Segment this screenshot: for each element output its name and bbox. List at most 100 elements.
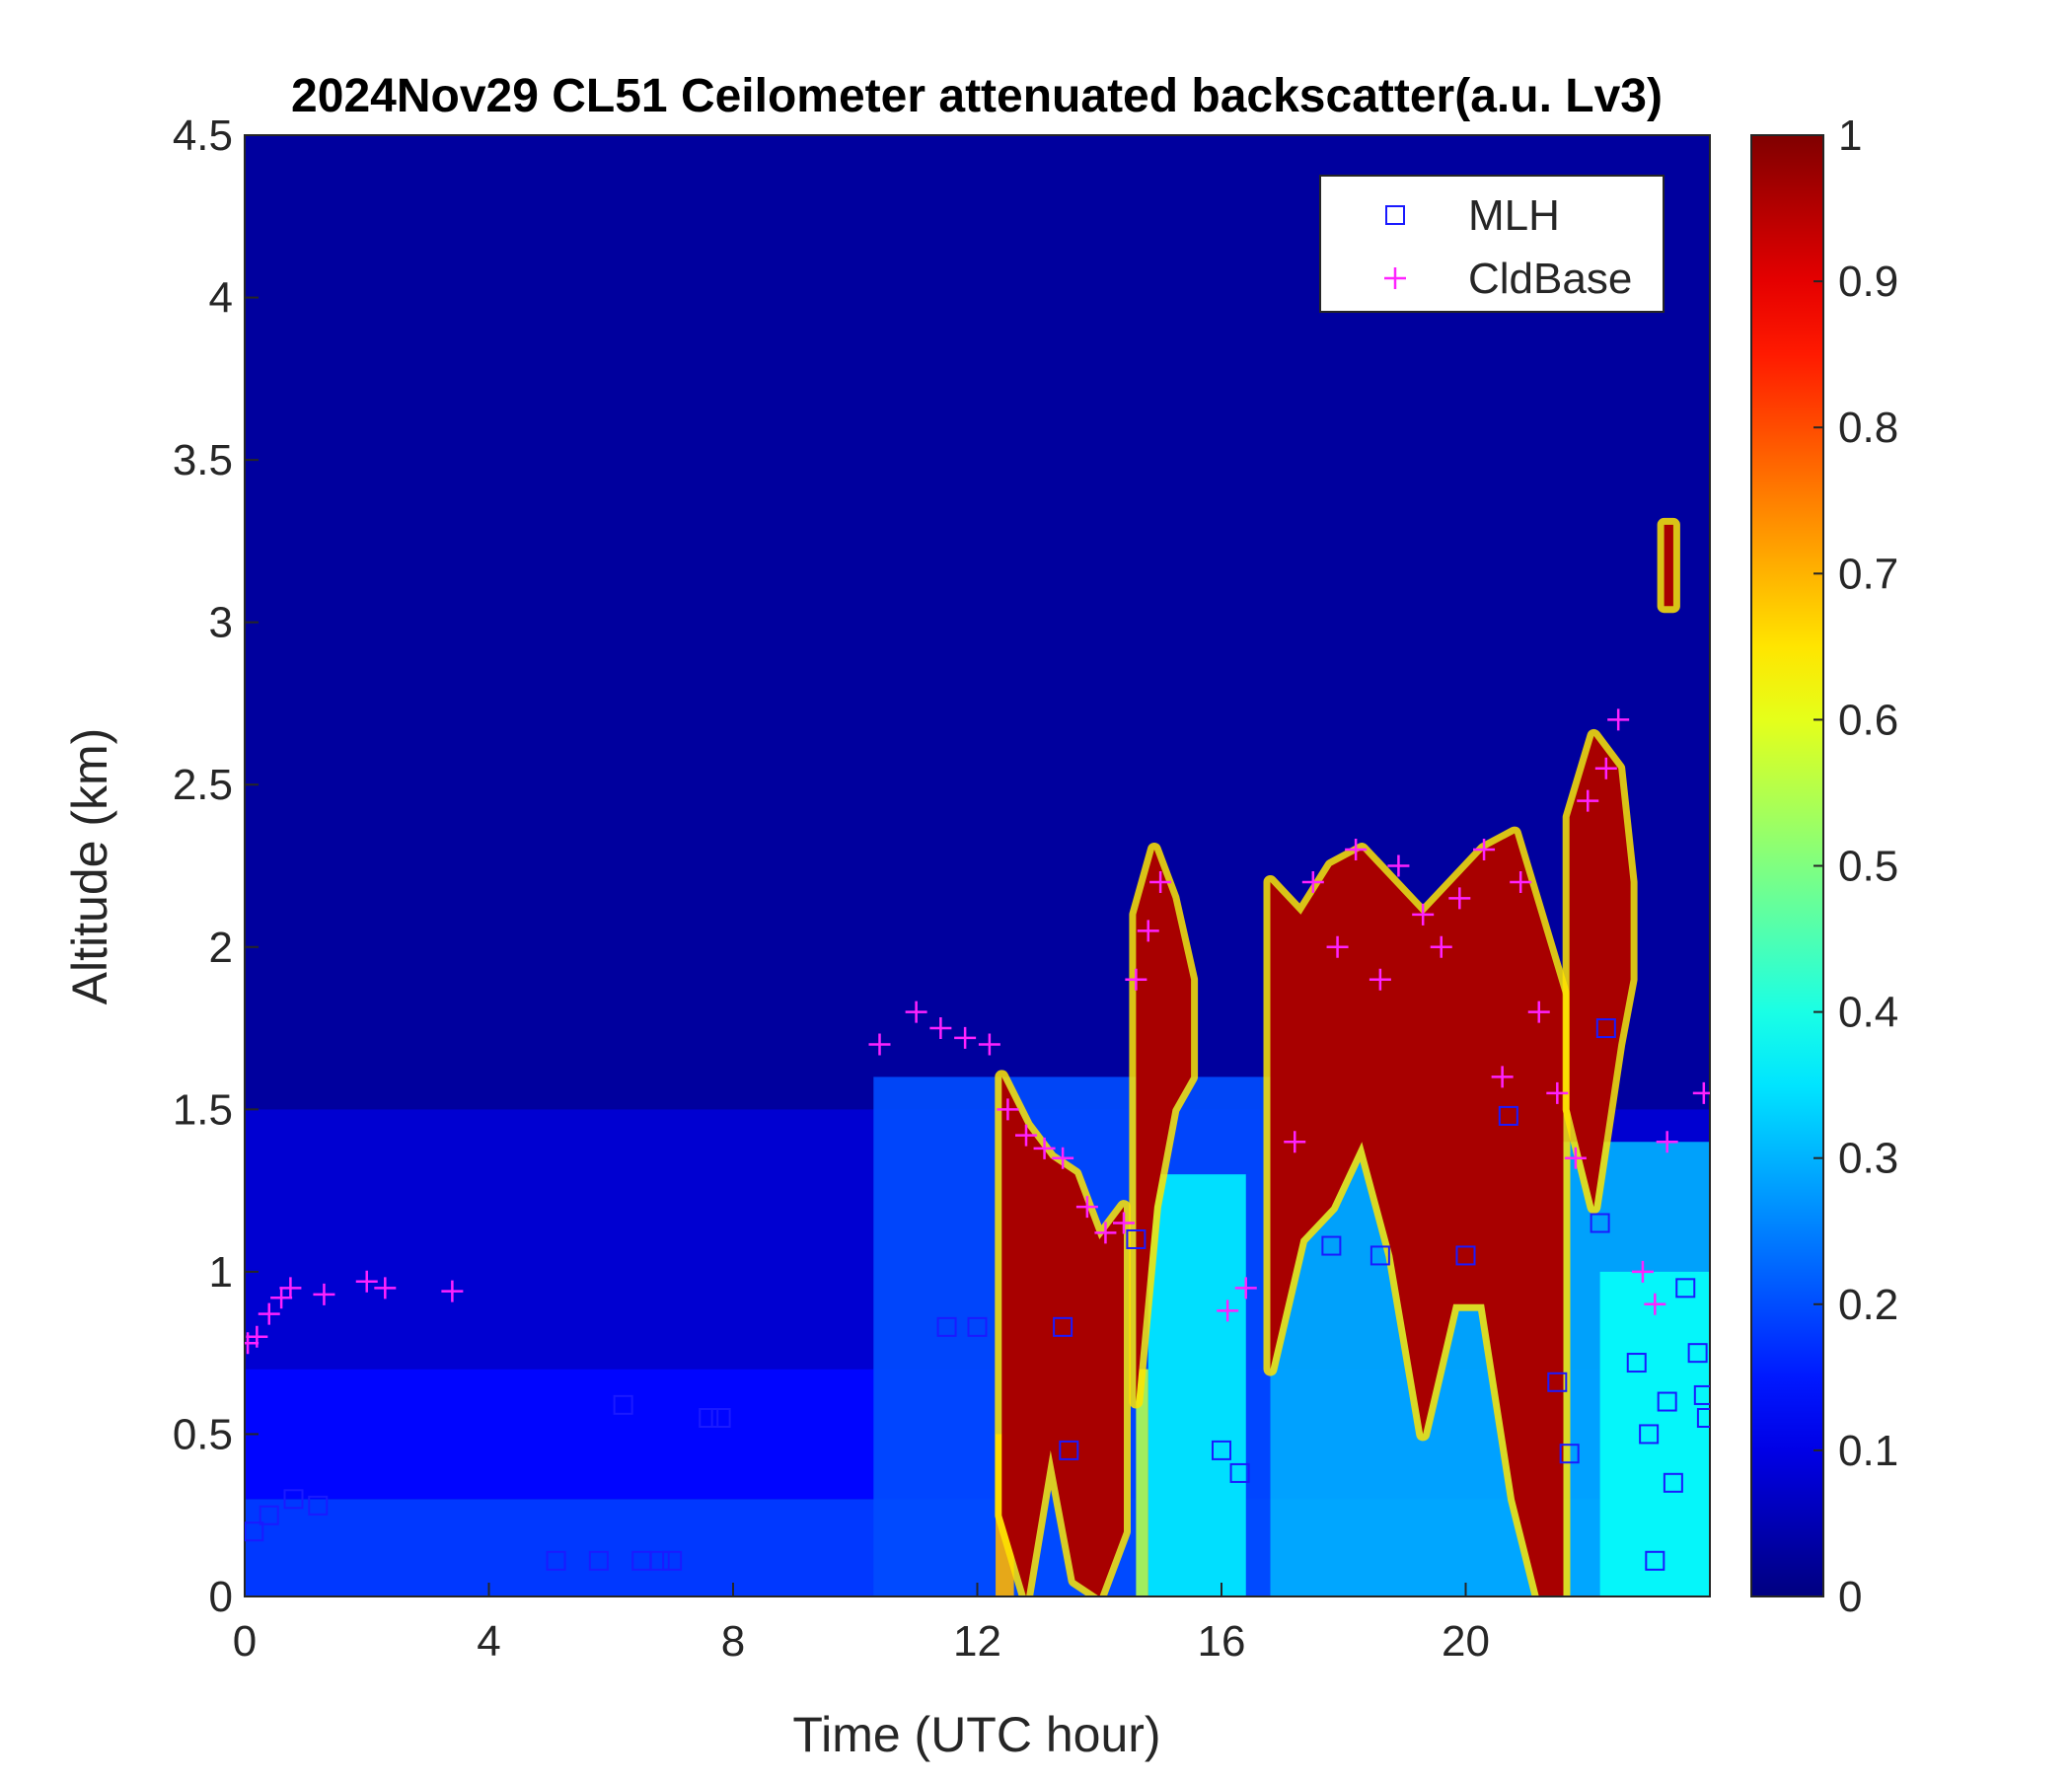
mlh-marker	[1229, 1462, 1250, 1483]
cldbase-marker	[1387, 854, 1410, 877]
cldbase-marker	[1075, 1196, 1098, 1219]
cldbase-marker	[374, 1277, 397, 1299]
cldbase-marker	[1577, 789, 1599, 812]
legend-cldbase-marker	[1384, 267, 1406, 289]
mlh-marker	[936, 1316, 957, 1337]
y-tick-label: 4	[209, 274, 233, 323]
x-tick-label: 20	[1442, 1617, 1490, 1666]
mlh-marker	[546, 1550, 566, 1571]
y-axis-label: Altitude (km)	[62, 728, 117, 1005]
cldbase-marker	[905, 1001, 927, 1023]
mlh-marker	[1053, 1316, 1073, 1337]
x-tick-label: 12	[953, 1617, 1001, 1666]
mlh-marker	[1696, 1407, 1710, 1428]
mlh-marker	[967, 1316, 988, 1337]
colorbar-tick-label: 1	[1838, 111, 1862, 160]
cldbase-marker	[1412, 903, 1435, 926]
mlh-marker	[649, 1550, 670, 1571]
cldbase-marker	[1345, 839, 1368, 861]
mlh-marker	[662, 1550, 683, 1571]
mlh-marker	[308, 1495, 329, 1516]
mlh-marker	[245, 1521, 264, 1542]
y-tick-label: 1	[209, 1248, 233, 1297]
cldbase-marker	[1594, 757, 1617, 779]
mlh-marker	[1645, 1550, 1665, 1571]
cldbase-marker	[1113, 1212, 1135, 1234]
plot-axes: 0 4 8 12 16 20 0 0.5 1 1.5 2 2.5 3 3.5 4 4.5	[173, 111, 1711, 1666]
mlh-marker	[1369, 1245, 1390, 1266]
mlh-marker	[1126, 1228, 1147, 1249]
mlh-marker	[1663, 1472, 1683, 1493]
colorbar-tick-label: 0.4	[1838, 989, 1898, 1037]
y-tick-label: 1.5	[173, 1085, 233, 1134]
mlh-marker	[1212, 1440, 1231, 1460]
cldbase-marker	[1527, 1001, 1550, 1023]
cloud-core	[1136, 850, 1192, 1402]
cldbase-marker	[1284, 1131, 1306, 1153]
legend-box	[1319, 175, 1665, 313]
cldbase-marker	[1473, 839, 1496, 861]
mlh-marker	[1059, 1440, 1079, 1460]
cldbase-marker	[246, 1325, 268, 1348]
cldbase-marker	[954, 1026, 977, 1049]
mlh-marker	[283, 1489, 304, 1510]
mlh-marker	[1590, 1213, 1610, 1233]
mlh-marker	[1687, 1343, 1708, 1364]
x-tick-label: 4	[477, 1617, 500, 1666]
cldbase-marker	[1015, 1124, 1037, 1147]
cldbase-marker	[1301, 870, 1324, 893]
heatmap-patch	[1136, 1369, 1148, 1596]
cldbase-marker	[1546, 1081, 1569, 1104]
cloud-core	[1270, 833, 1564, 1596]
cldbase-marker	[1644, 1293, 1666, 1315]
y-tick-label: 2	[209, 924, 233, 972]
colorbar-tick-label: 0.3	[1838, 1135, 1898, 1183]
cloud-core	[1664, 524, 1673, 607]
cldbase-marker	[258, 1302, 280, 1325]
colorbar-tick-label: 0.9	[1838, 258, 1898, 306]
cloud-core	[1569, 735, 1631, 1208]
cldbase-marker	[355, 1270, 378, 1293]
cldbase-marker	[270, 1287, 293, 1309]
cldbase-marker	[1326, 935, 1349, 958]
mlh-marker	[1639, 1424, 1660, 1445]
colorbar-tick-label: 0.6	[1838, 696, 1898, 744]
colorbar-tick-label: 0.7	[1838, 550, 1898, 598]
y-tick-label: 0.5	[173, 1410, 233, 1458]
cldbase-marker	[978, 1033, 1000, 1056]
colorbar-tick-label: 0.2	[1838, 1281, 1898, 1329]
legend: MLH CldBase	[1319, 175, 1665, 313]
mlh-marker	[1595, 1018, 1616, 1039]
cldbase-marker	[1448, 887, 1471, 910]
cldbase-marker	[1656, 1131, 1678, 1153]
cldbase-marker	[1234, 1277, 1257, 1299]
y-tick-label: 4.5	[173, 111, 233, 160]
mlh-marker	[710, 1407, 731, 1428]
mlh-marker	[1559, 1444, 1580, 1464]
colorbar-tick-label: 0.5	[1838, 843, 1898, 891]
colorbar-tick-label: 0.8	[1838, 404, 1898, 452]
cldbase-marker	[1094, 1222, 1117, 1244]
mlh-marker	[1675, 1278, 1696, 1299]
y-tick-label: 3.5	[173, 436, 233, 484]
cldbase-marker	[997, 1098, 1019, 1121]
cldbase-marker	[1430, 935, 1452, 958]
legend-label: MLH	[1468, 191, 1560, 240]
cldbase-marker	[1149, 870, 1172, 893]
cldbase-marker	[1125, 968, 1147, 991]
cldbase-marker	[441, 1280, 464, 1302]
mlh-marker	[1626, 1353, 1647, 1373]
cldbase-marker	[1510, 870, 1532, 893]
x-axis-label: Time (UTC hour)	[792, 1707, 1160, 1762]
mlh-marker	[1455, 1245, 1476, 1266]
mlh-marker	[699, 1407, 719, 1428]
marker-layer	[245, 708, 1710, 1571]
colorbar-tick-label: 0.1	[1838, 1427, 1898, 1475]
x-tick-label: 16	[1198, 1617, 1246, 1666]
x-tick-label: 8	[721, 1617, 745, 1666]
legend-mlh-marker	[1385, 205, 1405, 225]
colorbar-tick-label: 0	[1838, 1573, 1862, 1621]
cldbase-marker	[1607, 708, 1630, 731]
